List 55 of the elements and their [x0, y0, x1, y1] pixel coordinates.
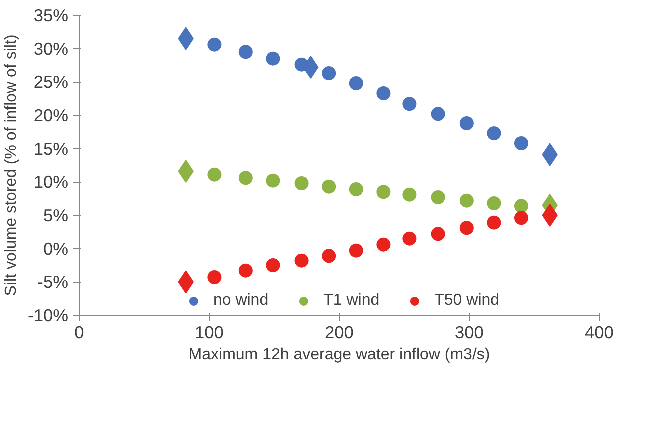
x-tick-label: 400 — [585, 322, 614, 342]
y-tick-label: -10% — [28, 306, 68, 326]
point — [208, 270, 222, 284]
point — [376, 238, 391, 252]
point — [294, 176, 309, 190]
point — [402, 232, 417, 246]
point — [322, 180, 336, 194]
y-tick-label: 15% — [34, 138, 69, 159]
point — [349, 76, 364, 90]
y-axis-title: Silt volume stored (% of inflow of silt) — [3, 34, 20, 296]
point — [238, 45, 253, 60]
point — [514, 211, 528, 226]
x-tick-label: 100 — [195, 322, 224, 342]
y-tick-label: 30% — [34, 38, 69, 59]
point — [402, 97, 417, 112]
y-tick-label: 20% — [34, 106, 69, 126]
point — [431, 190, 446, 204]
point — [460, 194, 474, 208]
point — [514, 199, 528, 214]
point — [431, 107, 446, 122]
legend-label: T1 wind — [324, 292, 380, 310]
point — [322, 249, 336, 264]
point — [460, 221, 474, 236]
point — [402, 188, 417, 202]
point — [514, 136, 528, 150]
point — [376, 86, 391, 100]
point — [322, 66, 336, 80]
point — [487, 196, 502, 210]
legend-label: no wind — [213, 292, 269, 310]
point — [266, 52, 280, 66]
point — [238, 264, 253, 278]
point — [460, 116, 474, 130]
point — [431, 227, 446, 242]
y-tick-label: -5% — [38, 272, 69, 292]
y-tick-label: 25% — [34, 72, 69, 92]
point — [376, 185, 391, 200]
point — [266, 174, 280, 188]
point — [294, 254, 309, 268]
point — [208, 38, 222, 52]
point — [266, 258, 280, 272]
point — [487, 216, 502, 230]
x-tick-label: 300 — [455, 322, 484, 342]
y-tick-label: 5% — [43, 206, 68, 226]
point — [238, 171, 253, 186]
point — [487, 126, 502, 140]
x-tick-label: 0 — [74, 322, 84, 342]
x-tick-label: 200 — [325, 322, 354, 342]
y-tick-label: 10% — [34, 172, 69, 192]
point — [349, 244, 364, 258]
legend-label: T50 wind — [434, 292, 500, 310]
y-tick-label: 35% — [34, 6, 69, 26]
point — [208, 168, 222, 182]
point — [349, 182, 364, 196]
x-axis-title: Maximum 12h average water inflow (m3/s) — [188, 346, 490, 364]
y-tick-label: 0% — [43, 238, 68, 259]
